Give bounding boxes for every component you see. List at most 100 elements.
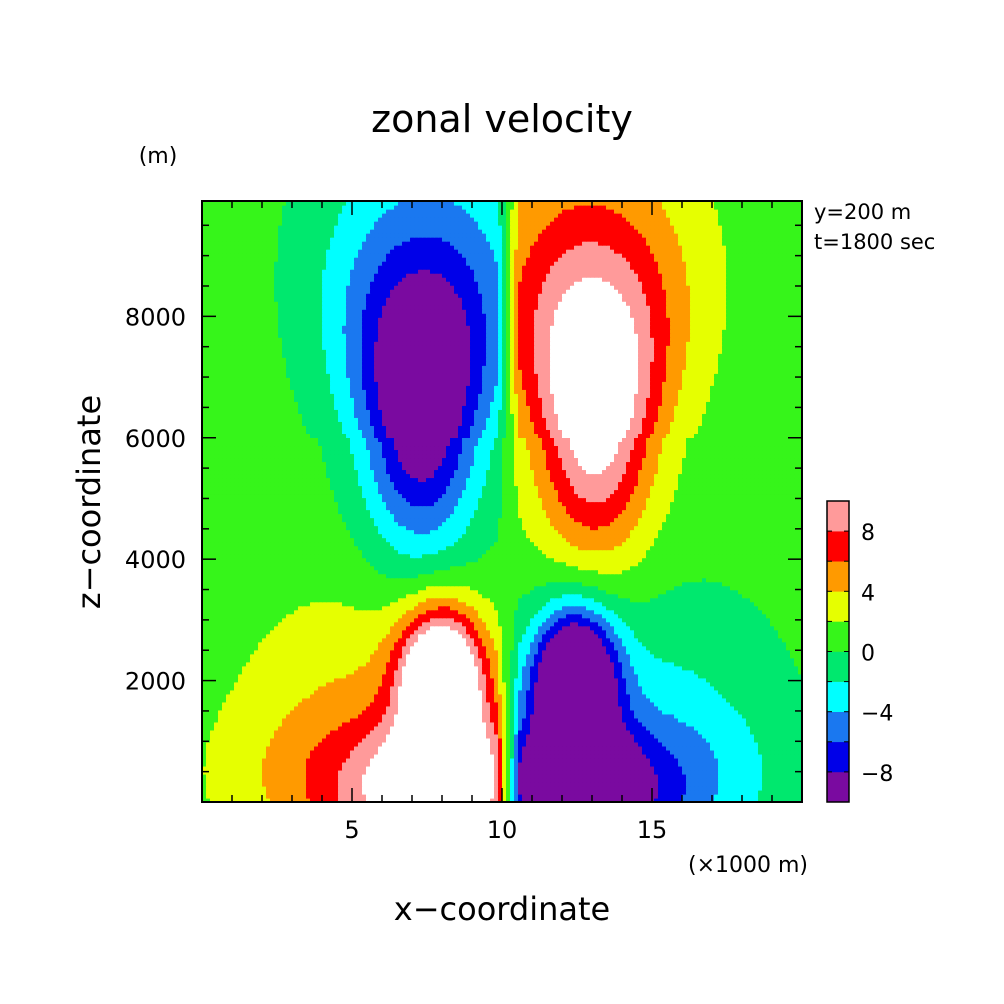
contour-cell [290,722,295,727]
contour-cell [542,734,547,739]
contour-cell [278,682,283,687]
contour-cell [410,746,415,751]
contour-cell [274,678,279,683]
contour-cell [314,726,319,731]
contour-cell [474,690,479,695]
contour-cell [210,786,215,791]
contour-cell [458,770,463,775]
contour-cell [714,770,719,775]
contour-cell [522,702,527,707]
contour-cell [734,746,739,751]
contour-cell [330,782,335,787]
contour-cell [514,750,519,755]
contour-cell [702,702,707,707]
contour-cell [442,786,447,791]
contour-cell [730,762,735,767]
contour-cell [726,738,731,743]
contour-cell [222,698,227,703]
contour-cell [770,706,775,711]
contour-cell [378,710,383,715]
contour-cell [602,794,607,799]
contour-cell [734,722,739,727]
contour-cell [738,750,743,755]
contour-cell [362,722,367,727]
contour-cell [414,726,419,731]
contour-cell [710,734,715,739]
contour-cell [270,766,275,771]
contour-cell [774,774,779,779]
contour-cell [234,742,239,747]
contour-cell [242,722,247,727]
contour-cell [654,710,659,715]
contour-cell [394,782,399,787]
contour-cell [718,694,723,699]
contour-cell [278,794,283,799]
contour-cell [318,786,323,791]
contour-cell [638,694,643,699]
contour-cell [746,686,751,691]
contour-cell [310,750,315,755]
contour-cell [766,754,771,759]
contour-cell [422,694,427,699]
contour-cell [690,698,695,703]
contour-cell [270,706,275,711]
contour-cell [726,690,731,695]
contour-cell [570,790,575,795]
contour-cell [222,678,227,683]
contour-cell [774,758,779,763]
contour-cell [594,738,599,743]
contour-cell [206,686,211,691]
contour-cell [390,746,395,751]
contour-cell [462,758,467,763]
contour-cell [318,726,323,731]
contour-cell [274,786,279,791]
contour-cell [230,690,235,695]
contour-cell [782,726,787,731]
contour-cell [770,766,775,771]
contour-cell [538,706,543,711]
contour-cell [666,722,671,727]
contour-cell [570,730,575,735]
contour-cell [662,718,667,723]
contour-cell [310,710,315,715]
contour-cell [550,710,555,715]
contour-cell [486,686,491,691]
contour-cell [226,690,231,695]
contour-cell [482,794,487,799]
contour-cell [714,674,719,679]
contour-cell [294,750,299,755]
contour-cell [770,686,775,691]
contour-cell [374,770,379,775]
contour-cell [590,674,595,679]
contour-cell [522,782,527,787]
contour-cell [414,674,419,679]
contour-cell [458,674,463,679]
contour-cell [426,734,431,739]
contour-cell [522,674,527,679]
contour-cell [622,678,627,683]
contour-cell [354,766,359,771]
contour-cell [306,794,311,799]
contour-cell [606,778,611,783]
contour-cell [262,738,267,743]
contour-cell [458,794,463,799]
contour-cell [458,706,463,711]
contour-cell [434,686,439,691]
contour-cell [490,674,495,679]
contour-cell [514,670,519,675]
contour-cell [530,762,535,767]
contour-cell [398,694,403,699]
contour-cell [534,690,539,695]
contour-cell [738,686,743,691]
contour-cell [702,706,707,711]
contour-cell [566,670,571,675]
contour-cell [246,790,251,795]
contour-cell [746,702,751,707]
contour-cell [602,778,607,783]
contour-cell [482,746,487,751]
contour-cell [606,762,611,767]
contour-cell [562,734,567,739]
contour-cell [282,790,287,795]
contour-cell [262,686,267,691]
contour-cell [246,670,251,675]
